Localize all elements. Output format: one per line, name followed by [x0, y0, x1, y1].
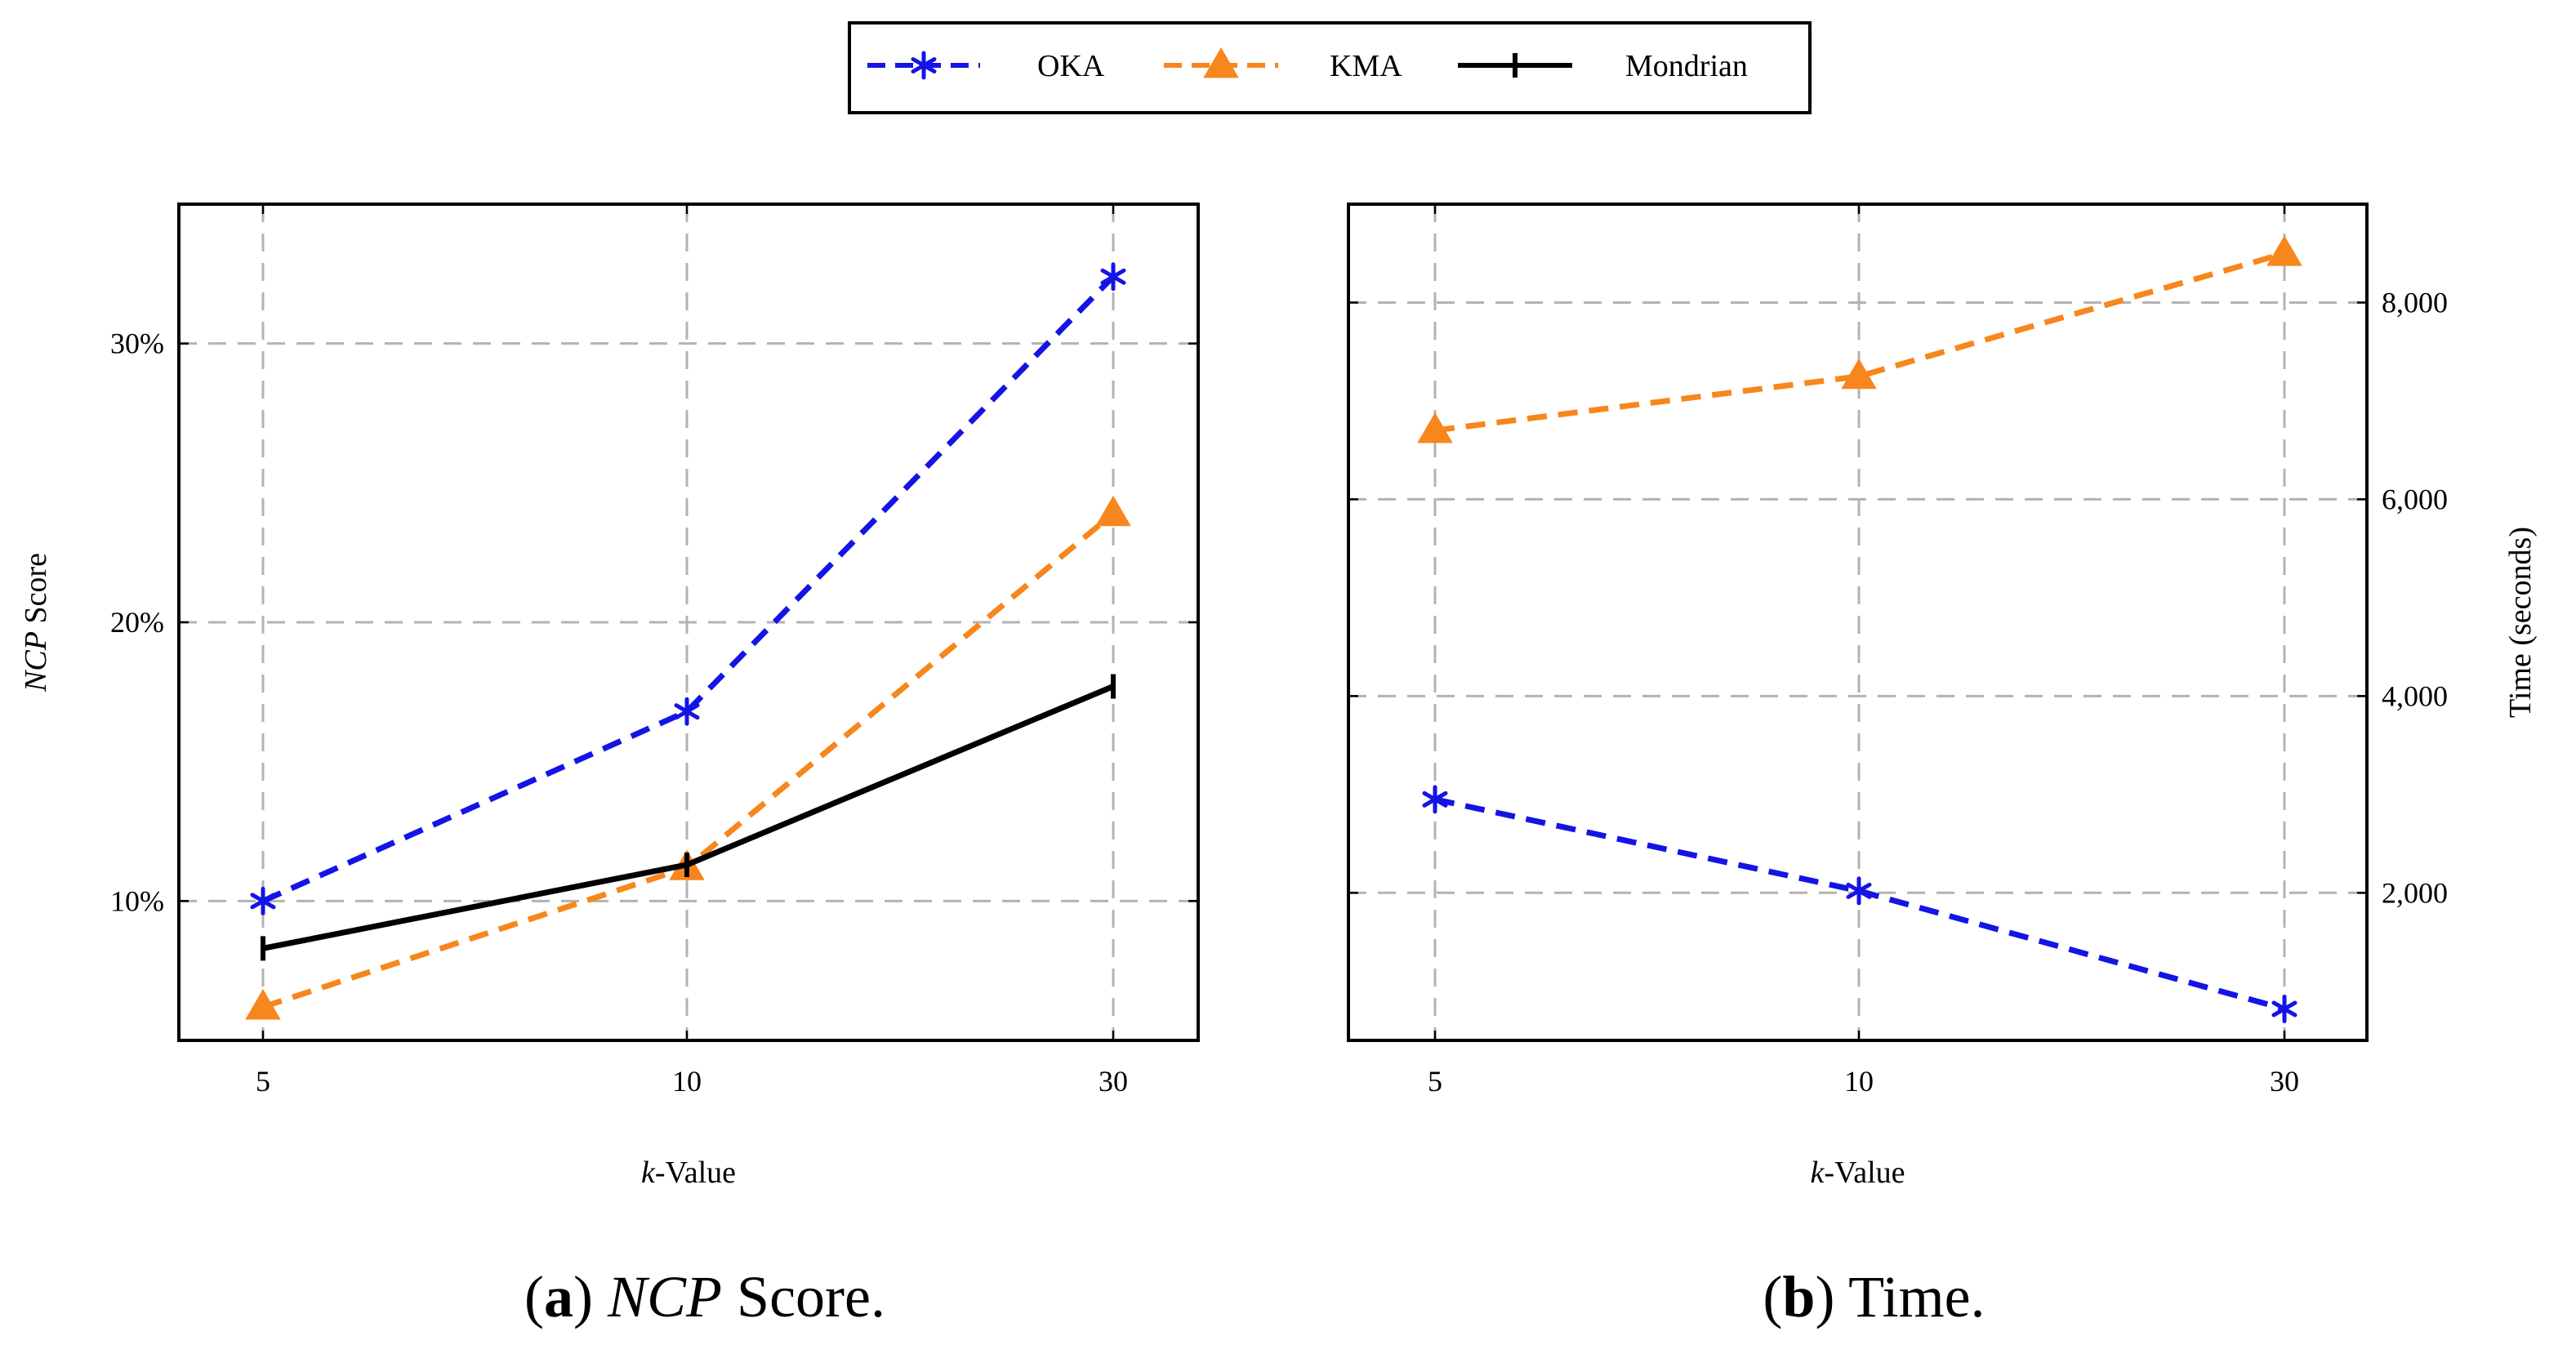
chart-b-caption-close: ): [1815, 1264, 1848, 1329]
chart-a-caption-text: Score.: [722, 1264, 885, 1329]
chart-a-y-axis-label: NCP Score: [19, 553, 53, 693]
time-panel: 5 10 30 2,000 4,000 6,000 8,000 k-Value Time (se…: [1347, 203, 2538, 1329]
chart-b-point-kma-2-triangle-marker: [2266, 235, 2302, 266]
chart-a-y-axis-label-text: Score: [19, 553, 53, 631]
chart-a-caption-italic: NCP: [607, 1264, 722, 1329]
legend-label-oka: OKA: [1037, 49, 1105, 83]
chart-b-point-oka-1-asterisk-stroke: [1846, 882, 1872, 899]
chart-b-ytick-label-2: 6,000: [2382, 483, 2448, 515]
legend: OKA KMA Mondrian: [848, 21, 1812, 114]
chart-b-xtick-label-2: 30: [2270, 1065, 2299, 1098]
chart-a-ytick-label-0: 10%: [110, 884, 164, 917]
chart-a-x-axis-label-italic: k: [641, 1156, 656, 1190]
legend-oka-asterisk-marker: [911, 51, 937, 80]
chart-b-ytick-label-3: 8,000: [2382, 286, 2448, 318]
chart-b-point-oka-0-asterisk-stroke: [1422, 791, 1448, 808]
chart-b-x-axis-label: k-Value: [1810, 1156, 1905, 1190]
chart-a-series-oka-line: [261, 274, 1116, 904]
legend-item-oka: OKA: [867, 49, 1105, 83]
chart-a-x-axis-label-text: -Value: [655, 1156, 736, 1190]
chart-a-xtick-label-0: 5: [256, 1065, 270, 1098]
chart-b-xtick-label-0: 5: [1428, 1065, 1442, 1098]
chart-b-point-oka-0-asterisk-marker: [1422, 785, 1448, 814]
chart-a-series-mondrian-line: [262, 684, 1115, 951]
chart-b-point-kma-0-triangle-marker: [1417, 412, 1453, 443]
chart-a-ytick-label-2: 30%: [110, 327, 164, 360]
chart-a-caption: (a) NCP Score.: [524, 1264, 885, 1329]
chart-b-gridlines: [1348, 204, 2367, 1040]
chart-b-x-axis-label-italic: k: [1810, 1156, 1825, 1190]
ncp-score-panel: 5 10 30 10% 20% 30% k-Value NCP Score (a) NCP Sc…: [19, 203, 1200, 1329]
chart-b-point-oka-2-asterisk-stroke: [2271, 1000, 2297, 1018]
chart-b-point-kma-1-triangle-marker: [1841, 358, 1877, 390]
chart-b-point-oka-1-asterisk-marker: [1846, 876, 1872, 906]
chart-a-ytick-label-1: 20%: [110, 606, 164, 639]
legend-oka-asterisk-stroke: [911, 57, 937, 73]
chart-a-xtick-label-2: 30: [1099, 1065, 1128, 1098]
chart-a-caption-open: (: [524, 1264, 544, 1329]
legend-label-mondrian: Mondrian: [1625, 49, 1748, 83]
chart-b-y-axis-label-text: Time (seconds): [2503, 527, 2538, 718]
chart-a-point-oka-2-asterisk-marker: [1100, 262, 1126, 292]
legend-item-mondrian: Mondrian: [1458, 49, 1748, 83]
legend-item-kma: KMA: [1164, 47, 1402, 83]
chart-b-x-axis-label-text: -Value: [1824, 1156, 1905, 1190]
chart-b-caption-letter: b: [1782, 1264, 1815, 1329]
chart-a-y-axis-label-italic: NCP: [19, 631, 53, 693]
chart-a-point-oka-0-asterisk-stroke: [250, 893, 276, 910]
chart-a-x-axis-label: k-Value: [641, 1156, 736, 1190]
chart-a-caption-close: ): [573, 1264, 608, 1329]
legend-label-kma: KMA: [1330, 49, 1402, 83]
chart-b-caption: (b) Time.: [1763, 1264, 1985, 1329]
chart-b-caption-text: Time.: [1848, 1264, 1985, 1329]
chart-b-xtick-label-1: 10: [1844, 1065, 1874, 1098]
chart-b-plot-frame: [1347, 203, 2369, 1042]
chart-a-gridlines: [179, 204, 1198, 1040]
chart-b-series-oka-line: [1434, 796, 2285, 1012]
legend-box: [848, 21, 1812, 114]
chart-a-point-oka-1-asterisk-stroke: [674, 703, 700, 720]
chart-b-caption-open: (: [1763, 1264, 1782, 1329]
chart-a-point-oka-2-asterisk-stroke: [1100, 268, 1126, 285]
chart-b-y-axis-label: Time (seconds): [2503, 527, 2538, 718]
chart-b-ytick-label-1: 4,000: [2382, 679, 2448, 712]
chart-a-point-kma-0-triangle-marker: [245, 989, 281, 1020]
chart-a-caption-letter: a: [544, 1264, 573, 1329]
legend-kma-triangle-marker: [1203, 47, 1239, 78]
chart-a-point-kma-2-triangle-marker: [1095, 495, 1131, 527]
chart-a-point-oka-0-asterisk-marker: [250, 886, 276, 915]
chart-a-point-oka-1-asterisk-marker: [674, 697, 700, 726]
chart-b-ytick-label-0: 2,000: [2382, 876, 2448, 909]
chart-b-series-kma-line: [1434, 250, 2285, 434]
chart-b-point-oka-2-asterisk-marker: [2271, 994, 2297, 1023]
chart-a-xtick-label-1: 10: [672, 1065, 702, 1098]
